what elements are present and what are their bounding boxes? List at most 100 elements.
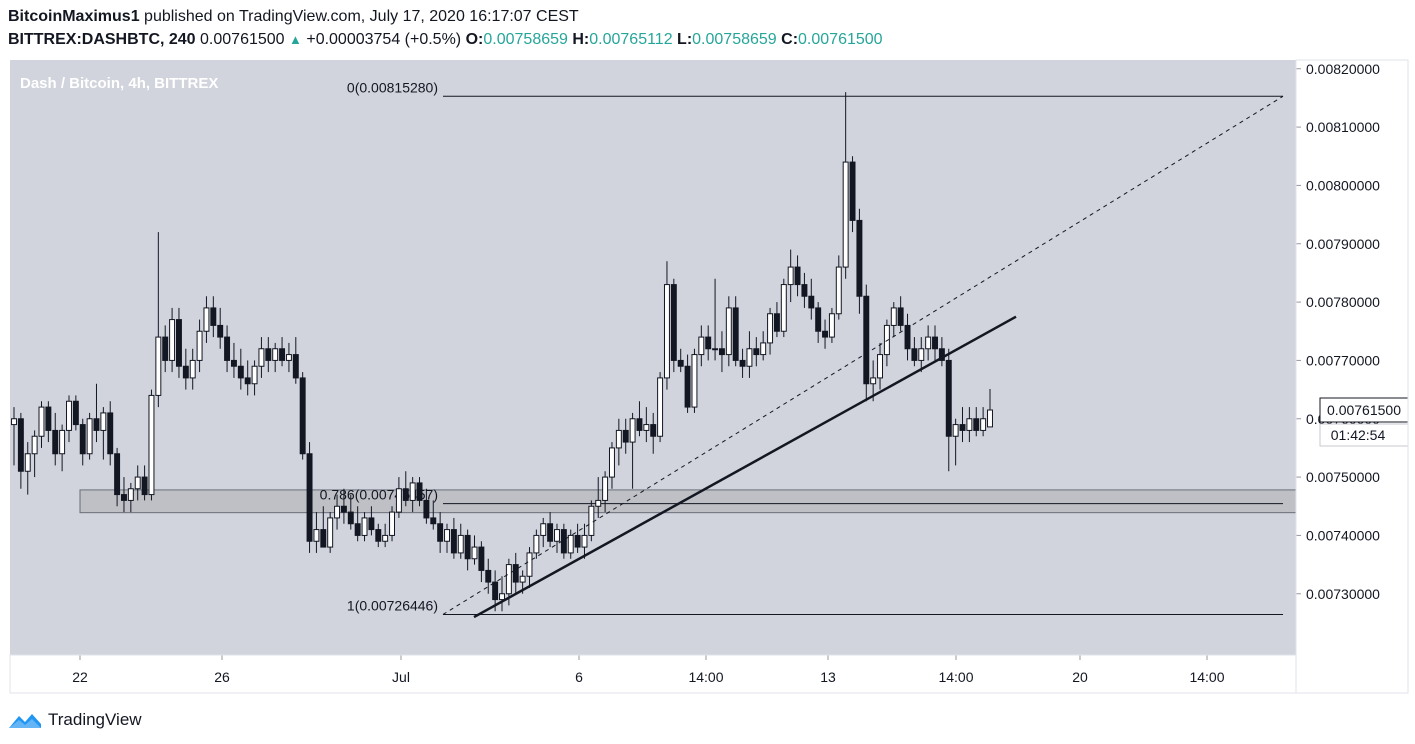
candle[interactable] [258, 337, 265, 378]
candle[interactable] [787, 249, 794, 303]
candle[interactable] [120, 477, 127, 513]
candle[interactable] [911, 337, 918, 367]
candle[interactable] [141, 465, 148, 501]
candle[interactable] [285, 342, 292, 373]
candle[interactable] [540, 517, 547, 548]
candle[interactable] [822, 319, 829, 349]
candle[interactable] [746, 331, 753, 378]
candle[interactable] [547, 512, 554, 548]
candle[interactable] [932, 325, 938, 361]
candle[interactable] [127, 482, 134, 513]
candle[interactable] [437, 512, 444, 553]
candle[interactable] [93, 383, 100, 443]
candle[interactable] [17, 412, 24, 489]
candle[interactable] [567, 529, 574, 559]
candle[interactable] [299, 372, 306, 460]
candle[interactable] [79, 418, 86, 466]
candle[interactable] [72, 395, 79, 431]
candle[interactable] [279, 337, 286, 367]
candle[interactable] [636, 401, 643, 437]
candle[interactable] [395, 477, 402, 518]
candle[interactable] [643, 407, 650, 443]
candle[interactable] [663, 261, 670, 390]
candle[interactable] [86, 412, 93, 460]
candle[interactable] [224, 325, 231, 373]
candle[interactable] [334, 494, 341, 530]
candle[interactable] [883, 319, 890, 367]
candle[interactable] [581, 523, 588, 559]
candle[interactable] [698, 325, 705, 367]
candle[interactable] [457, 523, 464, 559]
candle[interactable] [828, 307, 835, 343]
candle[interactable] [588, 500, 595, 542]
candle[interactable] [423, 488, 430, 524]
candle[interactable] [107, 401, 114, 466]
candle[interactable] [595, 477, 602, 518]
candle[interactable] [169, 307, 176, 373]
candle[interactable] [230, 342, 237, 378]
candle[interactable] [767, 307, 774, 355]
candle[interactable] [430, 500, 437, 530]
candle[interactable] [59, 424, 66, 472]
candle[interactable] [533, 529, 540, 559]
candle[interactable] [244, 360, 251, 396]
candle[interactable] [657, 372, 664, 443]
candle[interactable] [148, 389, 155, 501]
candle[interactable] [210, 296, 217, 338]
candle[interactable] [670, 278, 677, 373]
candle[interactable] [835, 255, 842, 320]
candle[interactable] [272, 342, 279, 373]
candle[interactable] [485, 558, 492, 594]
candle[interactable] [189, 348, 196, 390]
candle[interactable] [409, 477, 416, 513]
candle[interactable] [526, 547, 533, 588]
candle[interactable] [945, 348, 952, 472]
candle[interactable] [718, 331, 725, 373]
candle[interactable] [890, 302, 897, 338]
candle[interactable] [705, 325, 712, 361]
candle[interactable] [66, 395, 72, 443]
candle[interactable] [684, 354, 691, 413]
candle[interactable] [444, 523, 450, 553]
candle[interactable] [650, 412, 657, 454]
candle[interactable] [780, 278, 787, 338]
candle[interactable] [877, 342, 884, 390]
candle[interactable] [196, 319, 203, 373]
candle[interactable] [512, 552, 519, 594]
candle[interactable] [155, 232, 162, 408]
candle[interactable] [100, 407, 107, 460]
candle[interactable] [31, 430, 38, 478]
candle[interactable] [450, 517, 457, 559]
candle[interactable] [368, 506, 375, 536]
candle[interactable] [629, 412, 636, 489]
candle[interactable] [856, 208, 863, 314]
candle[interactable] [402, 471, 409, 507]
candle[interactable] [237, 348, 244, 390]
candle[interactable] [574, 523, 581, 553]
candle[interactable] [175, 307, 182, 378]
candle[interactable] [863, 284, 870, 402]
candle[interactable] [361, 512, 368, 542]
candle[interactable] [265, 337, 272, 373]
candle[interactable] [375, 523, 382, 548]
candle[interactable] [292, 337, 299, 384]
candle[interactable] [114, 447, 121, 507]
candle[interactable] [966, 407, 973, 443]
candle[interactable] [478, 541, 485, 583]
candle[interactable] [973, 407, 980, 437]
candle[interactable] [327, 512, 334, 553]
candle[interactable] [897, 296, 904, 332]
candle[interactable] [320, 506, 327, 548]
candle[interactable] [182, 348, 189, 390]
candle[interactable] [925, 325, 932, 361]
candle[interactable] [842, 92, 849, 279]
candle[interactable] [203, 296, 210, 343]
candle[interactable] [217, 307, 224, 349]
candle[interactable] [52, 412, 59, 466]
tradingview-brand[interactable]: TradingView [48, 710, 142, 729]
support-zone[interactable] [79, 489, 1297, 514]
candle[interactable] [712, 278, 719, 361]
plot-area[interactable] [10, 60, 1296, 655]
candle[interactable] [389, 506, 396, 542]
